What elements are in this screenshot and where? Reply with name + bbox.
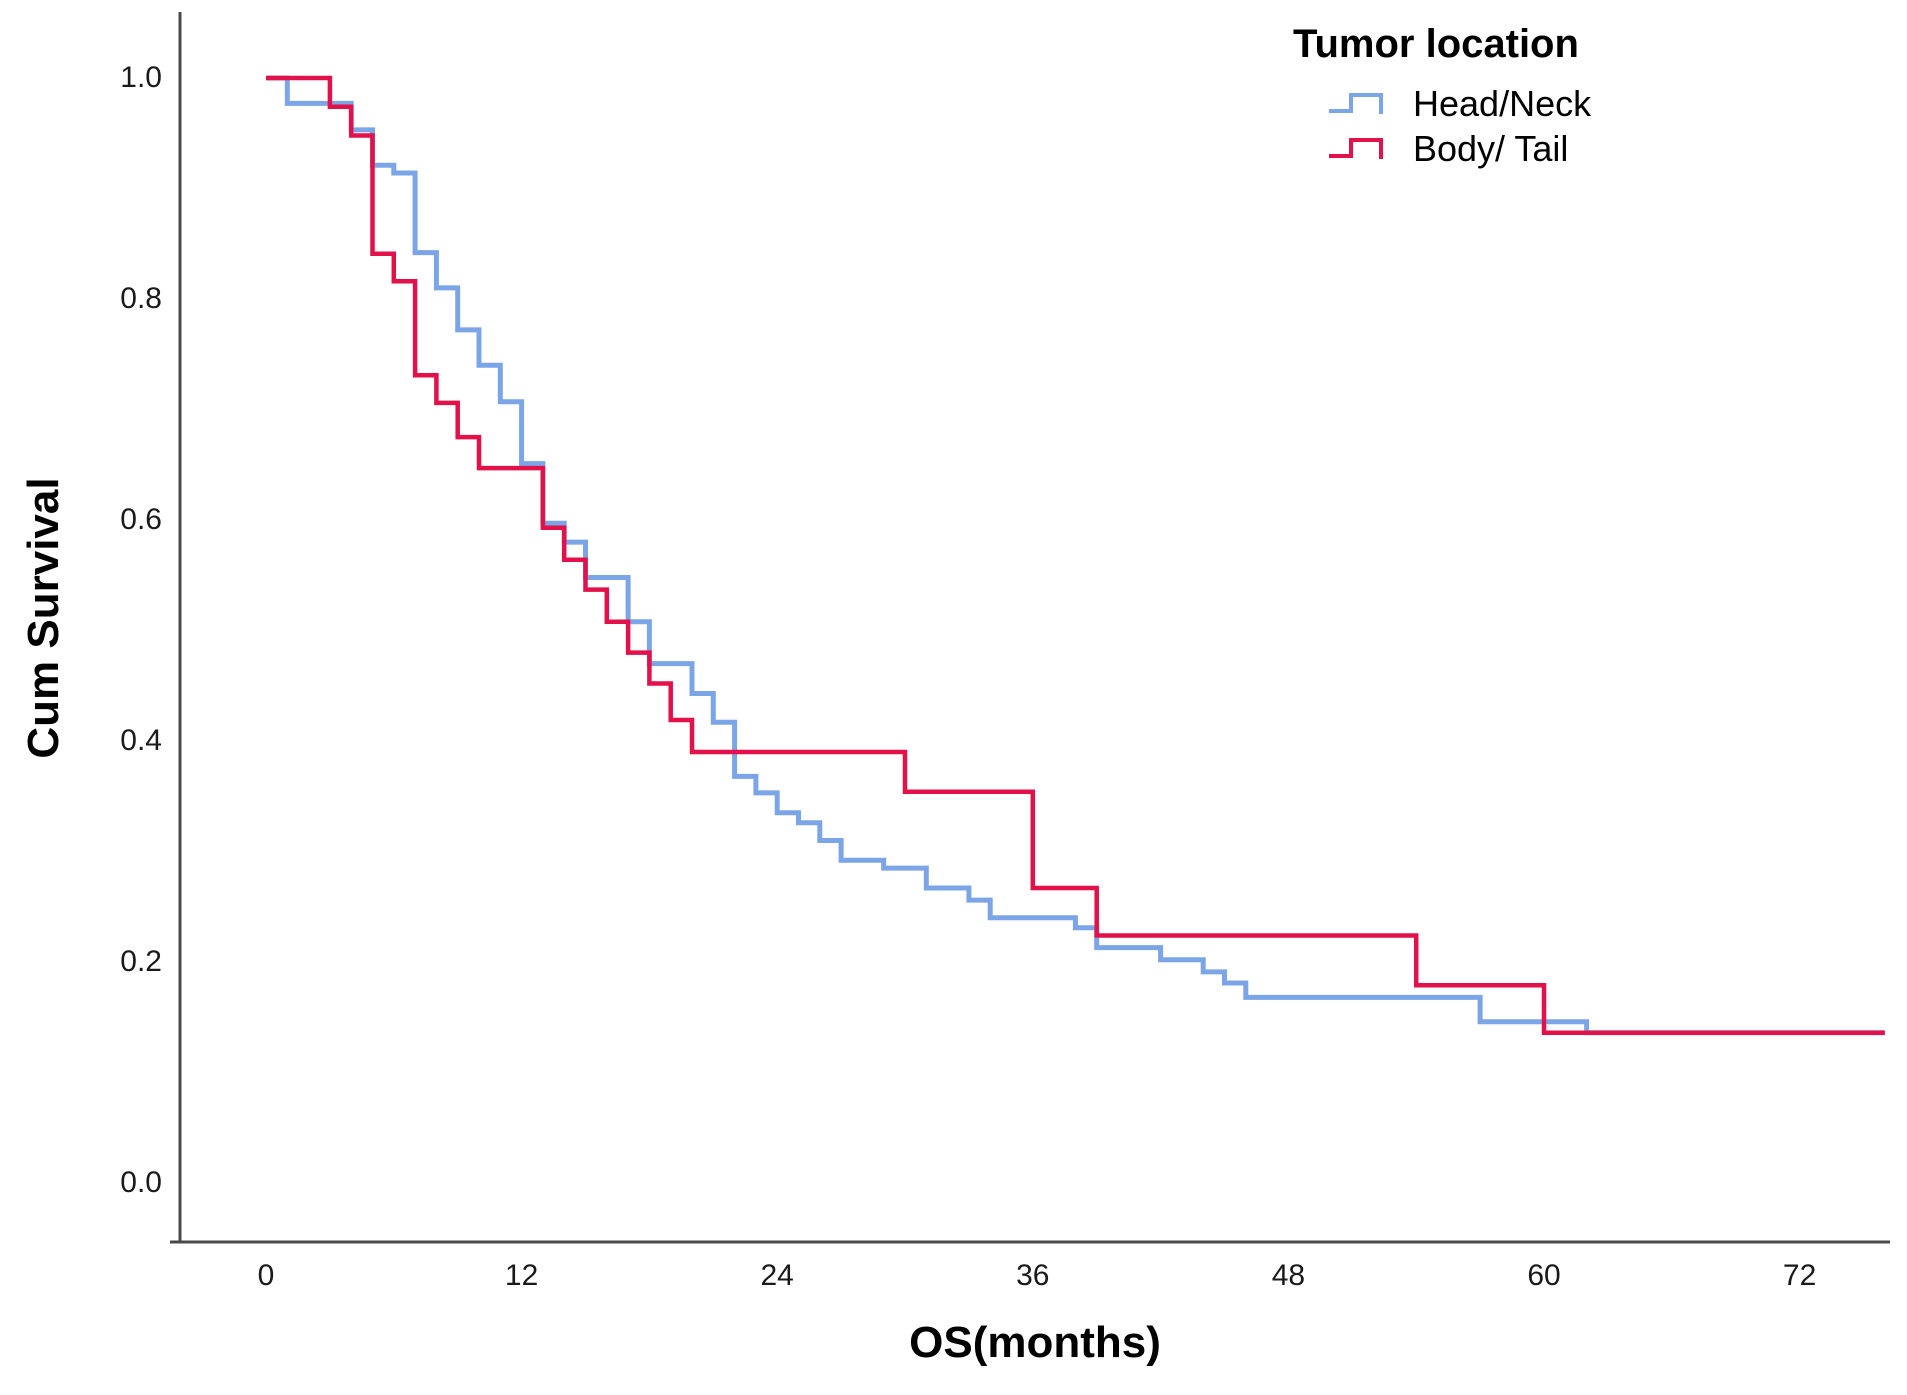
legend-step-line-icon <box>1329 137 1383 159</box>
x-tick-label: 12 <box>504 1259 539 1292</box>
y-tick-label: 0.6 <box>120 503 162 536</box>
legend-step-line-icon <box>1329 92 1383 114</box>
y-tick-label: 0.0 <box>120 1166 162 1199</box>
y-tick-label: 0.4 <box>120 724 162 757</box>
legend-label: Body/ Tail <box>1413 127 1569 169</box>
legend-item: Body/ Tail <box>1327 126 1591 171</box>
y-tick-label: 0.8 <box>120 282 162 315</box>
legend-label: Head/Neck <box>1413 82 1592 124</box>
legend: Tumor location Head/Neck Body/ Tail <box>1293 22 1591 171</box>
x-tick-label: 36 <box>1016 1259 1050 1292</box>
x-tick-label: 72 <box>1782 1259 1817 1292</box>
y-tick-label: 0.2 <box>120 945 162 978</box>
survival-curve-head-neck <box>266 75 1885 1036</box>
legend-item: Head/Neck <box>1327 81 1591 126</box>
x-tick-label: 48 <box>1271 1259 1306 1292</box>
y-tick-label: 1.0 <box>120 61 162 94</box>
survival-curve-body-tail <box>266 75 1885 1035</box>
legend-title: Tumor location <box>1293 22 1579 66</box>
x-axis-title: OS(months) <box>909 1318 1161 1367</box>
legend-items: Head/Neck Body/ Tail <box>1327 81 1591 171</box>
x-tick-label: 0 <box>257 1259 275 1292</box>
x-tick-label: 60 <box>1527 1259 1561 1292</box>
x-tick-label: 24 <box>760 1259 794 1292</box>
